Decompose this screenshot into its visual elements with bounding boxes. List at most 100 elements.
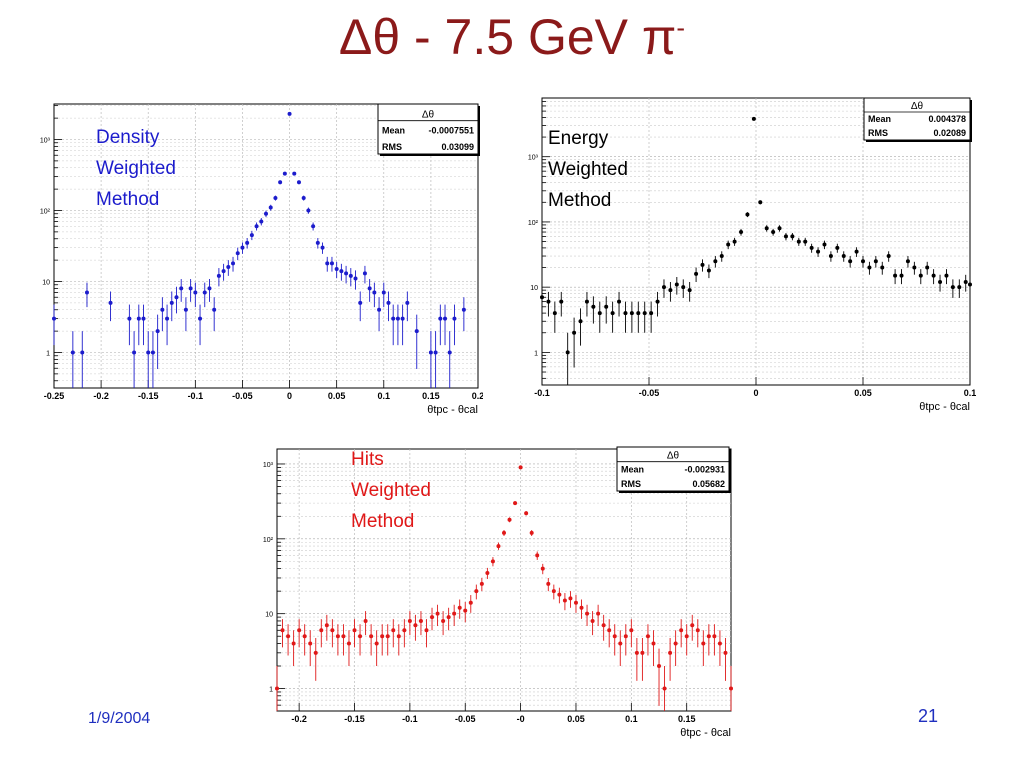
data-point [202, 290, 207, 295]
data-point [193, 290, 198, 295]
data-point [430, 615, 435, 620]
data-point [880, 265, 885, 270]
data-point [278, 180, 283, 185]
data-point [325, 261, 330, 266]
chart-hits: -0.2 -0.15 -0.1 -0.05 -0 0.05 0.1 0.15 1 10 10² 10³… [263, 446, 733, 739]
chart-panel-hits: -0.2 -0.15 -0.1 -0.05 -0 0.05 0.1 0.15 1 10 10² 10³… [255, 443, 737, 748]
data-point [496, 544, 501, 549]
data-point [468, 600, 473, 605]
data-point [441, 618, 446, 623]
method-label: Weighted [96, 158, 176, 179]
data-point [363, 618, 368, 623]
data-point [273, 195, 278, 200]
x-tick-label: 0 [753, 388, 758, 398]
data-point [552, 311, 557, 316]
data-point [335, 634, 340, 639]
data-point [925, 265, 930, 270]
data-point [518, 465, 523, 470]
slide-date: 1/9/2004 [88, 710, 151, 727]
data-point [490, 559, 495, 564]
x-tick-label: -0.25 [44, 391, 65, 401]
data-point [684, 634, 689, 639]
stats-box: Δθ Mean -0.002931 RMS 0.05682 [616, 446, 731, 493]
data-point [418, 618, 423, 623]
data-point [585, 611, 590, 616]
stats-value: 0.05682 [692, 479, 725, 489]
x-axis-title: θtpc - θcal [680, 727, 731, 739]
method-label: Method [96, 189, 159, 210]
chart-density: -0.25 -0.2 -0.15 -0.1 -0.05 0 0.05 0.1 0.15 0.2 1 1… [40, 103, 483, 416]
stats-key: RMS [868, 128, 888, 138]
data-point [155, 329, 160, 334]
data-point [717, 641, 722, 646]
data-point [198, 316, 203, 321]
data-point [136, 316, 141, 321]
data-point [245, 240, 250, 245]
y-tick-label: 10 [42, 280, 50, 287]
x-tick-label: 0.1 [625, 714, 638, 724]
data-point [381, 290, 386, 295]
data-point [578, 319, 583, 324]
data-point [706, 268, 711, 273]
data-point [546, 299, 551, 304]
data-point [414, 329, 419, 334]
stats-value: -0.0007551 [428, 125, 474, 135]
data-point [319, 628, 324, 633]
data-point [188, 286, 193, 291]
data-point [607, 628, 612, 633]
data-point [655, 299, 660, 304]
data-point [674, 282, 679, 287]
data-point [315, 240, 320, 245]
data-point [127, 316, 132, 321]
data-point [713, 259, 718, 264]
y-tick-label: 10² [40, 209, 51, 216]
data-point [719, 254, 724, 259]
data-point [841, 254, 846, 259]
stats-title: Δθ [911, 101, 924, 112]
data-point [565, 350, 570, 355]
data-point [474, 589, 479, 594]
data-point [596, 611, 601, 616]
y-tick-label: 10² [528, 220, 539, 227]
data-point [886, 254, 891, 259]
data-point [739, 230, 744, 235]
data-point [346, 641, 351, 646]
slide-title: Δθ - 7.5 GeV π- [0, 8, 1024, 66]
data-point [529, 530, 534, 535]
data-point [668, 650, 673, 655]
data-point [348, 273, 353, 278]
x-tick-label: 0.05 [567, 714, 585, 724]
data-series [275, 465, 733, 711]
data-point [385, 634, 390, 639]
data-point [485, 570, 490, 575]
data-point [296, 180, 301, 185]
data-point [502, 530, 506, 535]
data-point [700, 262, 705, 267]
x-tick-label: -0.2 [291, 714, 307, 724]
method-label: Weighted [548, 159, 628, 180]
x-tick-label: 0.05 [328, 391, 346, 401]
data-point [551, 589, 556, 594]
data-point [634, 650, 639, 655]
data-point [572, 330, 577, 335]
data-point [80, 350, 85, 355]
data-point [679, 628, 684, 633]
data-point [938, 279, 943, 284]
data-point [352, 628, 357, 633]
x-tick-label: -0.2 [93, 391, 109, 401]
stats-key: Mean [621, 464, 644, 474]
data-point [353, 276, 358, 281]
data-point [657, 664, 662, 669]
data-point [963, 279, 968, 284]
data-point [758, 200, 763, 205]
x-tick-label: 0.2 [472, 391, 483, 401]
data-point [579, 605, 584, 610]
data-point [264, 211, 268, 216]
chart-panel-energy: -0.1 -0.05 0 0.05 0.1 1 10 10² 10³ θtpc - θcal Ene… [522, 92, 977, 424]
method-label: Energy [548, 128, 609, 149]
y-tick-label: 10³ [263, 462, 274, 469]
data-point [447, 350, 452, 355]
data-point [372, 290, 377, 295]
data-point [590, 618, 595, 623]
data-point [287, 111, 292, 116]
